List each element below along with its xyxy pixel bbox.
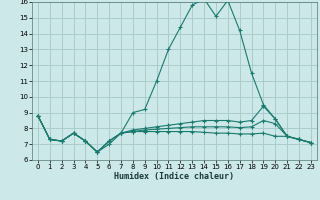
- X-axis label: Humidex (Indice chaleur): Humidex (Indice chaleur): [115, 172, 234, 181]
